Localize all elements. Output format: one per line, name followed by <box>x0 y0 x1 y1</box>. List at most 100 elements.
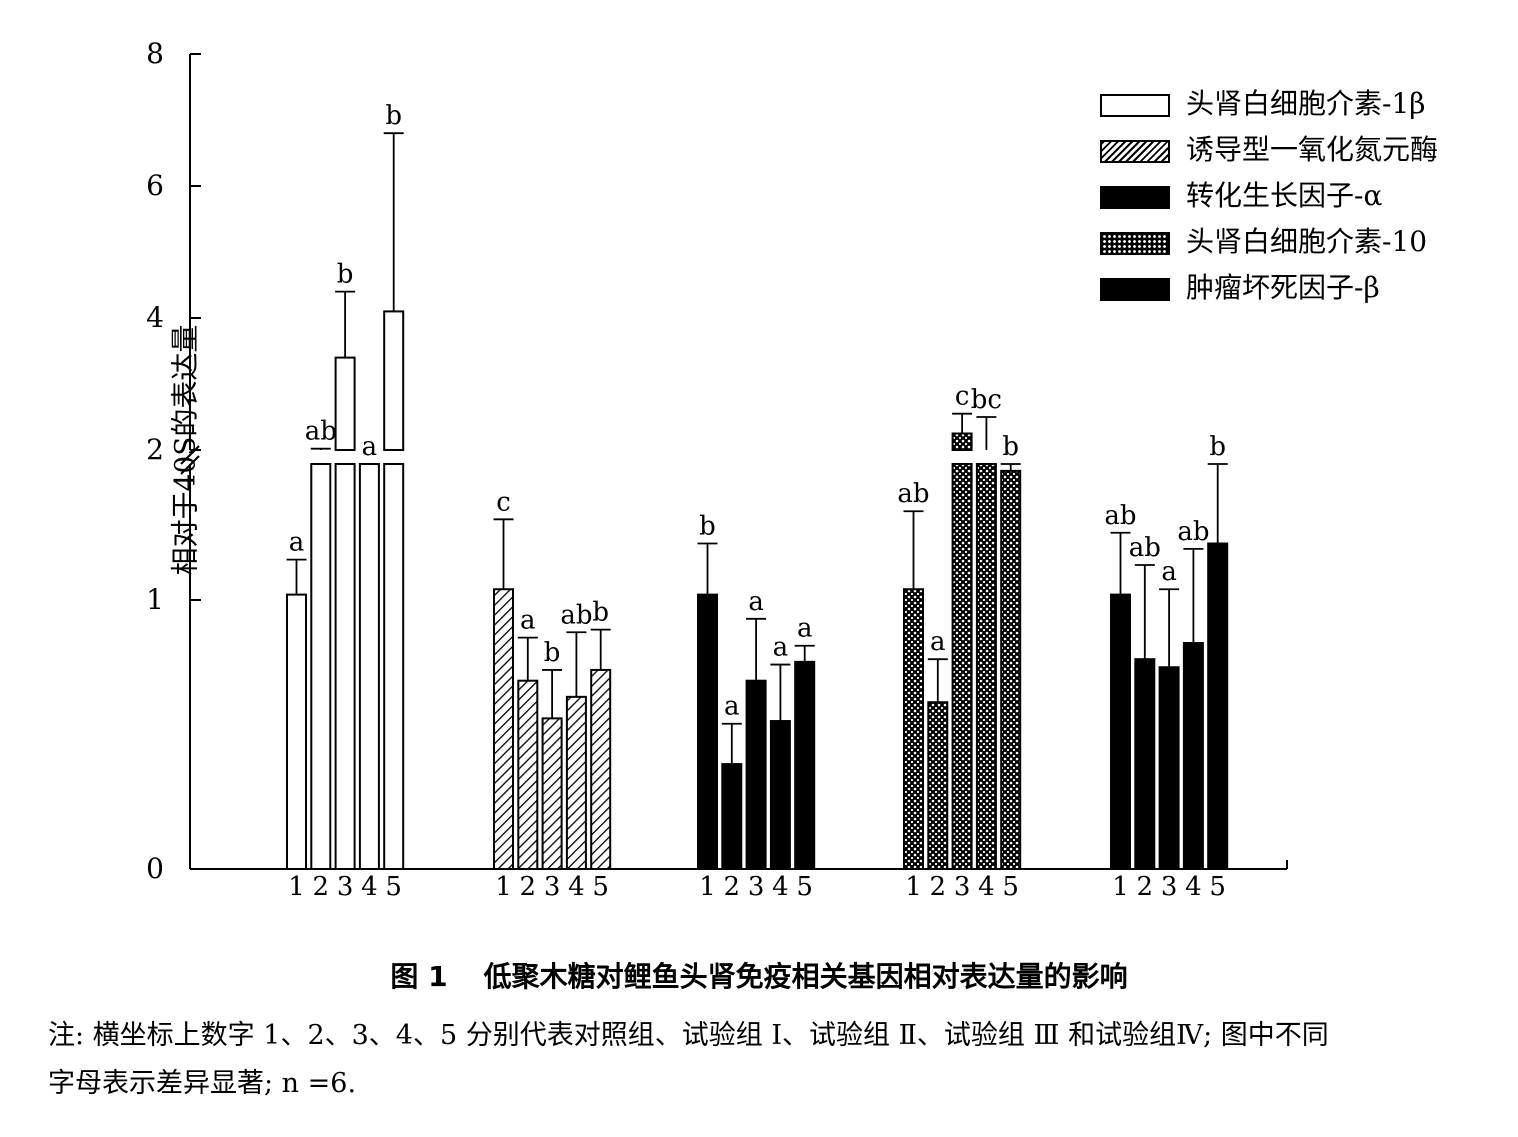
bar-group: ab 1 ab 2 a 3 ab 4 b 5 <box>1104 432 1229 902</box>
bar <box>590 668 612 870</box>
bar <box>794 660 816 870</box>
bar <box>721 763 743 871</box>
legend-label: 肿瘤坏死因子-β <box>1186 271 1380 304</box>
significance-letter: a <box>1161 557 1177 587</box>
bar <box>1207 542 1229 870</box>
significance-letter: b <box>1002 432 1019 462</box>
y-tick-label: 1 <box>146 583 164 616</box>
x-tick-label: 3 <box>748 872 765 902</box>
significance-letter: c <box>955 382 970 412</box>
x-tick-label: 5 <box>1209 872 1226 902</box>
bar <box>951 463 973 870</box>
axis-break-mark <box>180 455 200 475</box>
significance-letter: ab <box>897 479 929 509</box>
bar <box>334 356 356 452</box>
note-line: 注: 横坐标上数字 1、2、3、4、5 分别代表对照组、试验组 Ⅰ、试验组 Ⅱ、… <box>48 1020 1329 1051</box>
bar <box>1000 469 1022 870</box>
significance-letter: c <box>496 487 511 517</box>
bar <box>310 463 332 870</box>
bar-group: c 1 a 2 b 3 ab 4 b 5 <box>493 487 612 902</box>
x-tick-label: 3 <box>544 872 561 902</box>
bar <box>1158 666 1180 870</box>
legend-swatch <box>1100 94 1170 117</box>
figure-title: 低聚木糖对鲤鱼头肾免疫相关基因相对表达量的影响 <box>483 960 1128 993</box>
x-tick-label: 3 <box>954 872 971 902</box>
bar <box>1134 658 1156 870</box>
x-tick-label: 1 <box>1112 872 1129 902</box>
bars: a1ab2b3a4b5c1a2b3ab4b5b1a2a3a4a5ab1a2c3b… <box>286 101 1229 902</box>
x-tick-label: 1 <box>495 872 512 902</box>
x-tick-label: 1 <box>288 872 305 902</box>
x-tick-label: 4 <box>978 872 995 902</box>
x-tick-label: 2 <box>724 872 741 902</box>
significance-letter: ab <box>560 600 592 630</box>
legend-label: 头肾白细胞介素-10 <box>1186 225 1428 258</box>
x-tick-label: 5 <box>796 872 813 902</box>
x-tick-label: 1 <box>699 872 716 902</box>
legend-label: 转化生长因子-α <box>1186 179 1383 212</box>
significance-letter: a <box>797 614 813 644</box>
significance-letter: a <box>773 633 789 663</box>
significance-letter: a <box>362 432 378 462</box>
bar <box>383 310 405 451</box>
x-tick-label: 3 <box>337 872 354 902</box>
bar <box>1110 593 1131 870</box>
bar <box>697 593 718 870</box>
bar <box>517 679 539 871</box>
legend-label: 诱导型一氧化氮元酶 <box>1186 133 1439 166</box>
y-tick-label: 2 <box>146 433 164 466</box>
legend-swatch <box>1100 140 1170 163</box>
significance-letter: a <box>520 606 536 636</box>
x-tick-label: 4 <box>1185 872 1202 902</box>
x-tick-label: 4 <box>772 872 789 902</box>
legend-swatch <box>1100 278 1170 301</box>
legend-swatch <box>1100 186 1170 209</box>
figure-note: 注: 横坐标上数字 1、2、3、4、5 分别代表对照组、试验组 Ⅰ、试验组 Ⅱ、… <box>48 1012 1488 1108</box>
x-tick-label: 4 <box>361 872 378 902</box>
bar <box>975 463 997 870</box>
x-tick-label: 2 <box>1137 872 1154 902</box>
bar <box>927 701 949 870</box>
bar <box>541 717 563 870</box>
bar <box>383 463 405 870</box>
x-tick-label: 2 <box>930 872 947 902</box>
bar <box>493 588 514 870</box>
significance-letter: b <box>385 101 402 131</box>
x-tick-label: 5 <box>1002 872 1019 902</box>
figure-number: 图 1 <box>390 960 448 993</box>
significance-letter: ab <box>1104 501 1136 531</box>
bar <box>769 720 791 870</box>
significance-letter: ab <box>1177 517 1209 547</box>
bar <box>1182 642 1204 870</box>
bar-group: ab 1 a 2 c 3 bc 4 b 5 <box>897 382 1022 902</box>
x-tick-label: 1 <box>905 872 922 902</box>
bar <box>903 588 924 870</box>
significance-letter: a <box>748 587 764 617</box>
significance-letter: b <box>699 512 716 542</box>
significance-letter: ab <box>1129 533 1161 563</box>
x-tick-label: 5 <box>385 872 402 902</box>
bar <box>565 695 587 871</box>
x-tick-label: 2 <box>313 872 330 902</box>
y-tick-label: 8 <box>146 37 164 70</box>
significance-letter: b <box>592 598 609 628</box>
bar-group: b 1 a 2 a 3 a 4 a 5 <box>697 512 816 902</box>
y-tick-label: 0 <box>146 852 164 885</box>
x-tick-label: 4 <box>568 872 585 902</box>
bar <box>951 432 973 451</box>
significance-letter: b <box>337 260 354 290</box>
x-tick-label: 5 <box>592 872 609 902</box>
x-tick-label: 2 <box>520 872 537 902</box>
significance-letter: ab <box>305 417 337 447</box>
bar <box>745 679 767 871</box>
legend-swatch <box>1100 232 1170 255</box>
y-tick-label: 6 <box>146 169 164 202</box>
legend-label: 头肾白细胞介素-1β <box>1186 87 1426 120</box>
bar <box>286 593 307 870</box>
x-tick-label: 3 <box>1161 872 1178 902</box>
figure-caption: 图 1 低聚木糖对鲤鱼头肾免疫相关基因相对表达量的影响 <box>0 955 1518 995</box>
bar <box>358 463 380 870</box>
bar-group: a 1 ab 2 b 3 a 4 b 5 <box>286 101 405 902</box>
significance-letter: a <box>930 627 946 657</box>
